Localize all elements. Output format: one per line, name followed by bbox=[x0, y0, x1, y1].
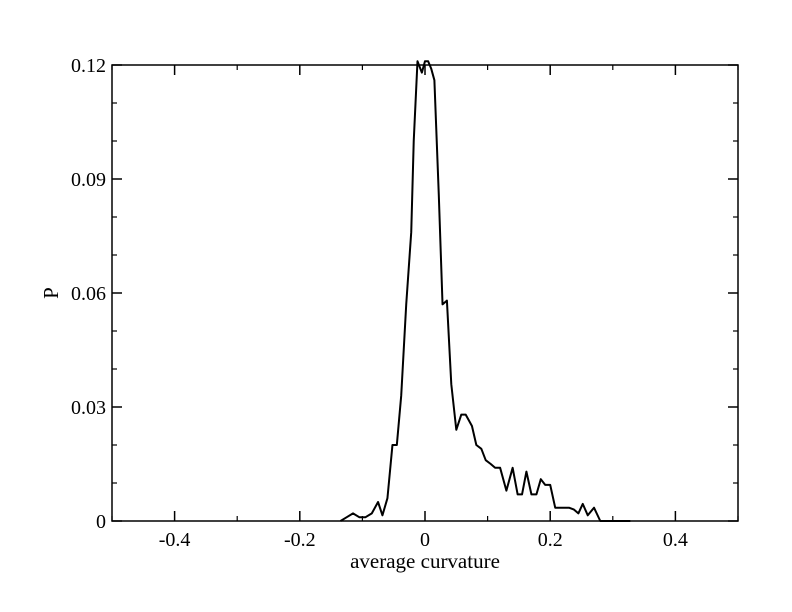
y-tick-label: 0.03 bbox=[71, 397, 106, 419]
y-tick-label: 0.06 bbox=[71, 283, 106, 305]
x-tick-label: -0.2 bbox=[284, 529, 316, 551]
y-tick-label: 0.12 bbox=[71, 55, 106, 77]
tick-labels: -0.4 -0.2 0 0.2 0.4 0 0.03 0.06 0.09 0.12 bbox=[71, 55, 688, 551]
y-axis-title: P bbox=[39, 287, 63, 299]
ticks bbox=[111, 64, 739, 522]
x-tick-label: 0 bbox=[420, 529, 430, 551]
x-tick-label: -0.4 bbox=[159, 529, 191, 551]
x-tick-label: 0.2 bbox=[538, 529, 563, 551]
y-tick-label: 0.09 bbox=[71, 169, 106, 191]
x-tick-label: 0.4 bbox=[663, 529, 688, 551]
series-line bbox=[339, 60, 631, 522]
y-tick-label: 0 bbox=[96, 511, 106, 533]
x-axis-title: average curvature bbox=[350, 549, 500, 573]
plot-frame bbox=[111, 64, 739, 522]
